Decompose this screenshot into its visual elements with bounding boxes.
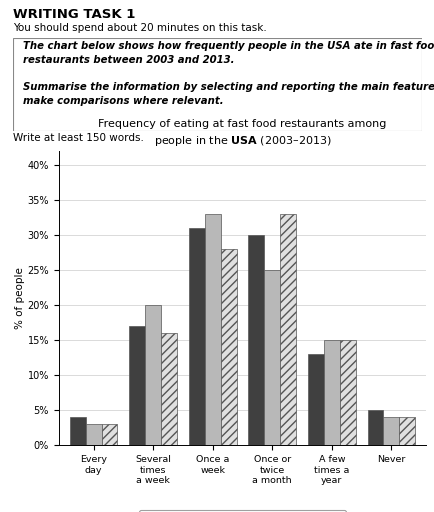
- Bar: [188, 228, 204, 445]
- Bar: [70, 417, 85, 445]
- Bar: [367, 411, 382, 445]
- Legend: 2003, 2006, 2013: 2003, 2006, 2013: [138, 509, 345, 512]
- Bar: [204, 214, 220, 445]
- Text: You should spend about 20 minutes on this task.: You should spend about 20 minutes on thi…: [13, 23, 266, 33]
- Bar: [102, 424, 117, 445]
- Bar: [248, 235, 264, 445]
- Text: WRITING TASK 1: WRITING TASK 1: [13, 8, 135, 20]
- Title: Frequency of eating at fast food restaurants among
people in the ​$\bf{USA}$ (20: Frequency of eating at fast food restaur…: [98, 119, 386, 148]
- Bar: [220, 249, 236, 445]
- Bar: [382, 417, 398, 445]
- Bar: [161, 333, 177, 445]
- Bar: [279, 214, 296, 445]
- Bar: [307, 354, 323, 445]
- Text: Write at least 150 words.: Write at least 150 words.: [13, 133, 144, 143]
- Bar: [129, 326, 145, 445]
- Bar: [264, 270, 279, 445]
- Bar: [398, 417, 414, 445]
- Bar: [145, 305, 161, 445]
- Text: The chart below shows how frequently people in the USA ate in fast food
restaura: The chart below shows how frequently peo…: [23, 41, 434, 105]
- Y-axis label: % of people: % of people: [15, 267, 25, 329]
- Bar: [339, 340, 355, 445]
- Bar: [85, 424, 102, 445]
- Bar: [323, 340, 339, 445]
